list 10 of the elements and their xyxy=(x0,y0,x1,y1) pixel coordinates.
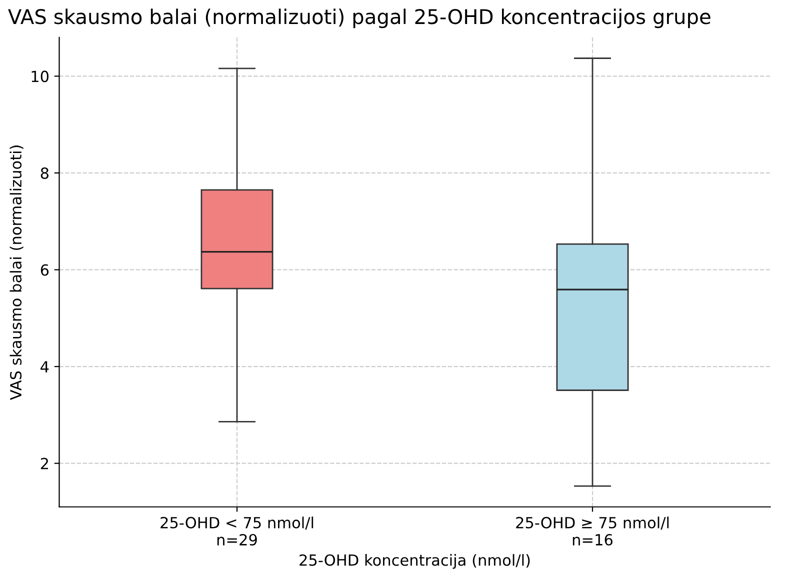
x-tick-label: 25-OHD ≥ 75 nmol/l n=16 xyxy=(516,516,669,546)
y-tick-label: 2 xyxy=(40,458,48,470)
x-tick-label: 25-OHD < 75 nmol/l n=29 xyxy=(160,516,314,546)
y-tick-label: 10 xyxy=(32,70,49,82)
y-tick-label: 8 xyxy=(40,167,48,179)
y-axis-title: VAS skausmo balai (normalizuoti) xyxy=(10,146,24,400)
y-tick-label: 4 xyxy=(40,361,49,372)
y-tick-label: 6 xyxy=(40,264,49,276)
chart-title: VAS skausmo balai (normalizuoti) pagal 25-OHD koncentracijos grupe xyxy=(8,8,710,28)
x-axis-title: 25-OHD koncentracija (nmol/l) xyxy=(300,554,530,569)
